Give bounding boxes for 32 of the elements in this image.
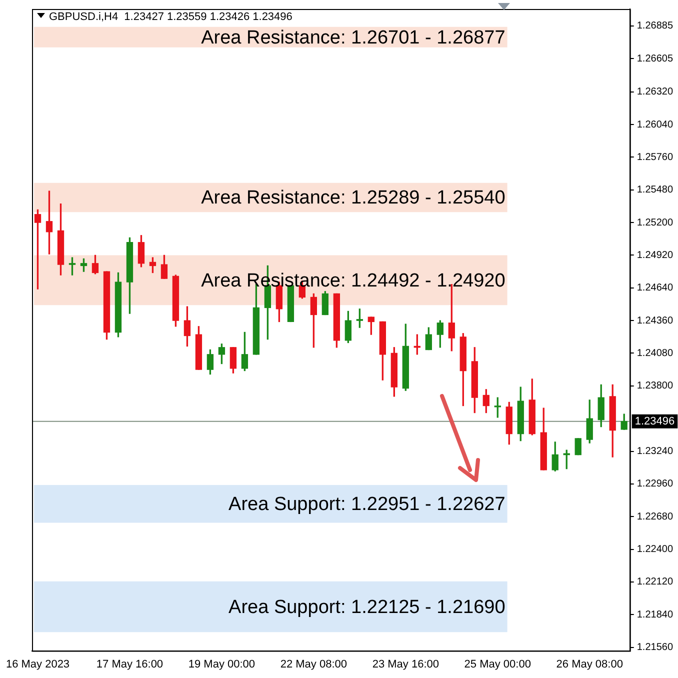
x-tick-label: 25 May 00:00 [464,658,531,670]
y-tick-label: 1.26320 [636,86,674,98]
x-tick-label: 17 May 16:00 [96,658,164,670]
x-tick-label: 22 May 08:00 [280,658,348,670]
y-tick-label: 1.23240 [636,446,674,458]
y-tick-label: 1.21560 [636,642,674,654]
y-tick-label: 1.25200 [636,217,674,228]
y-tick-label: 1.26040 [636,119,674,130]
y-tick-label: 1.25760 [636,152,674,163]
band-label: Area Support: 1.22951 - 1.22627 [228,494,506,516]
y-tick-label: 1.22400 [636,544,674,556]
y-tick-label: 1.22680 [636,511,674,522]
band-label: Area Resistance: 1.25289 - 1.25540 [201,188,506,209]
y-tick-label: 1.21840 [636,609,674,620]
ref-line-label: 1.23496 [634,415,675,428]
y-tick-label: 1.25480 [636,184,674,196]
y-tick-label: 1.22960 [636,478,674,490]
y-tick-label: 1.24640 [636,282,674,294]
y-tick-label: 1.23800 [636,380,674,392]
y-tick-label: 1.24360 [636,315,674,326]
chart-title: GBPUSD.i,H4 1.23427 1.23559 1.23426 1.23496 [49,11,292,24]
y-tick-label: 1.24080 [636,348,674,359]
x-tick-label: 23 May 16:00 [372,658,439,670]
x-tick-label: 26 May 08:00 [556,658,623,670]
band-label: Area Support: 1.22125 - 1.21690 [228,596,506,618]
y-tick-label: 1.22120 [636,576,674,588]
band-label: Area Resistance: 1.26701 - 1.26877 [201,27,506,48]
y-tick-label: 1.24920 [636,250,674,261]
y-tick-label: 1.26605 [636,53,674,64]
x-tick-label: 19 May 00:00 [188,658,256,670]
y-tick-label: 1.26885 [636,20,674,32]
x-tick-label: 16 May 2023 [6,658,70,670]
